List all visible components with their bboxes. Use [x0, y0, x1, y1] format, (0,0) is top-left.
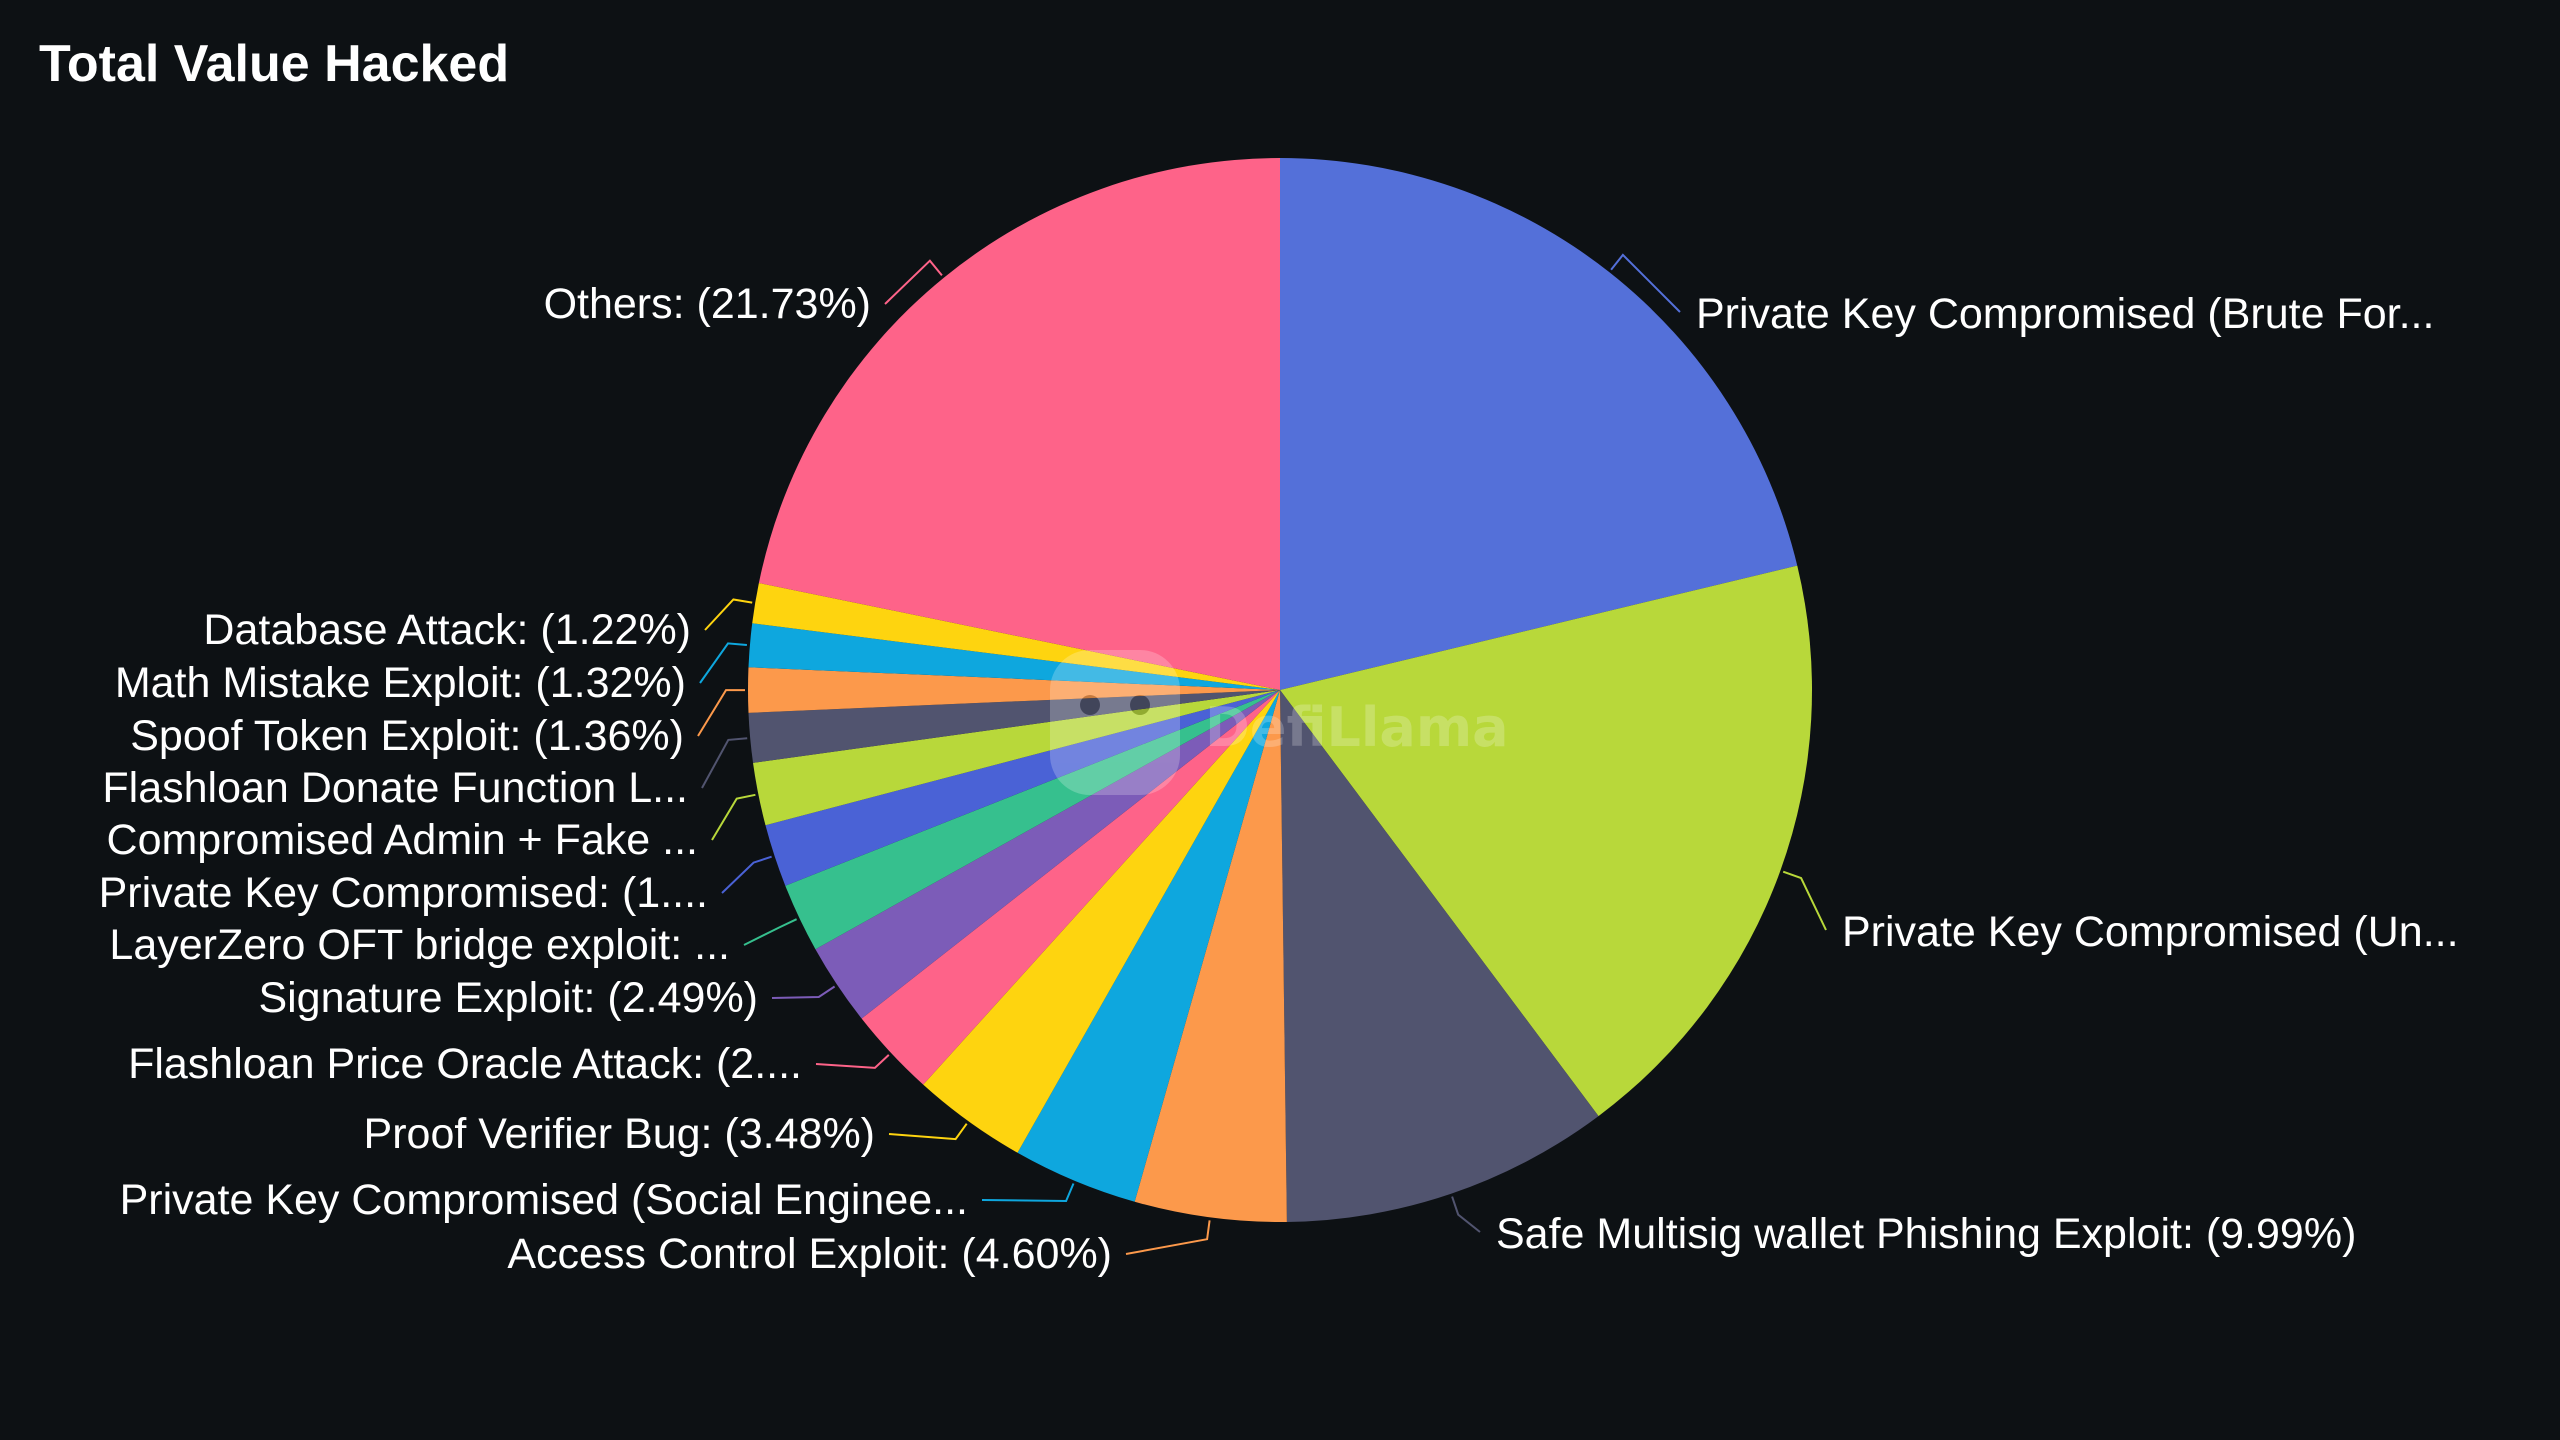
- pie-slice[interactable]: [785, 690, 1280, 950]
- label-leader-line: [884, 259, 943, 305]
- watermark: DefiLlama: [1050, 650, 1509, 795]
- slice-label: Private Key Compromised: (1....: [99, 869, 708, 917]
- slice-label: Private Key Compromised (Social Enginee.…: [120, 1176, 968, 1224]
- slice-label: Signature Exploit: (2.49%): [258, 974, 758, 1022]
- pie-slice[interactable]: [752, 582, 1280, 690]
- pie-slice[interactable]: [1017, 690, 1280, 1202]
- watermark-logo-icon: [1050, 650, 1180, 795]
- pie-slice[interactable]: [923, 690, 1280, 1153]
- label-leader-line: [1610, 253, 1681, 313]
- pie-slice[interactable]: [758, 158, 1280, 690]
- label-leader-line: [704, 598, 753, 631]
- slice-label: Access Control Exploit: (4.60%): [507, 1230, 1112, 1278]
- pie-slice[interactable]: [1280, 565, 1813, 1117]
- label-leader-line: [981, 1183, 1075, 1203]
- pie-slice[interactable]: [748, 690, 1280, 763]
- slice-label: Flashloan Price Oracle Attack: (2....: [128, 1040, 802, 1088]
- pie-slice[interactable]: [815, 690, 1280, 1019]
- label-leader-line: [771, 985, 836, 999]
- chart-title: Total Value Hacked: [39, 35, 510, 93]
- label-leader-line: [699, 642, 747, 684]
- slice-label: Private Key Compromised (Un...: [1842, 908, 2459, 956]
- label-leader-line: [888, 1123, 968, 1141]
- slice-label: Spoof Token Exploit: (1.36%): [130, 712, 684, 760]
- slice-label: Others: (21.73%): [544, 280, 871, 328]
- label-leader-line: [711, 793, 756, 841]
- pie-slice[interactable]: [1280, 690, 1599, 1222]
- pie-slice[interactable]: [753, 690, 1280, 826]
- label-leader-line: [1451, 1196, 1481, 1233]
- slice-label: Flashloan Donate Function L...: [102, 764, 688, 812]
- label-leader-line: [697, 689, 745, 737]
- pie-slice[interactable]: [861, 690, 1280, 1085]
- label-leader-line: [815, 1054, 890, 1069]
- slice-label: Safe Multisig wallet Phishing Exploit: (…: [1496, 1210, 2356, 1258]
- pie-slice[interactable]: [748, 623, 1280, 690]
- pie-slice[interactable]: [747, 667, 1280, 713]
- slice-label: LayerZero OFT bridge exploit: ...: [109, 921, 730, 969]
- label-leader-line: [743, 918, 798, 946]
- label-leader-line: [701, 737, 748, 789]
- watermark-text: DefiLlama: [1205, 696, 1509, 759]
- slice-label: Database Attack: (1.22%): [203, 606, 691, 654]
- slice-label: Compromised Admin + Fake ...: [107, 816, 698, 864]
- slice-label: Math Mistake Exploit: (1.32%): [115, 659, 686, 707]
- label-leader-line: [1125, 1220, 1211, 1255]
- pie-slice[interactable]: [1134, 690, 1287, 1223]
- slice-label: Proof Verifier Bug: (3.48%): [364, 1110, 875, 1158]
- label-leader-line: [1782, 870, 1827, 931]
- pie-slice[interactable]: [765, 690, 1280, 886]
- pie-slice[interactable]: [1280, 158, 1798, 690]
- slice-label: Private Key Compromised (Brute For...: [1696, 290, 2434, 338]
- label-leader-line: [721, 855, 772, 894]
